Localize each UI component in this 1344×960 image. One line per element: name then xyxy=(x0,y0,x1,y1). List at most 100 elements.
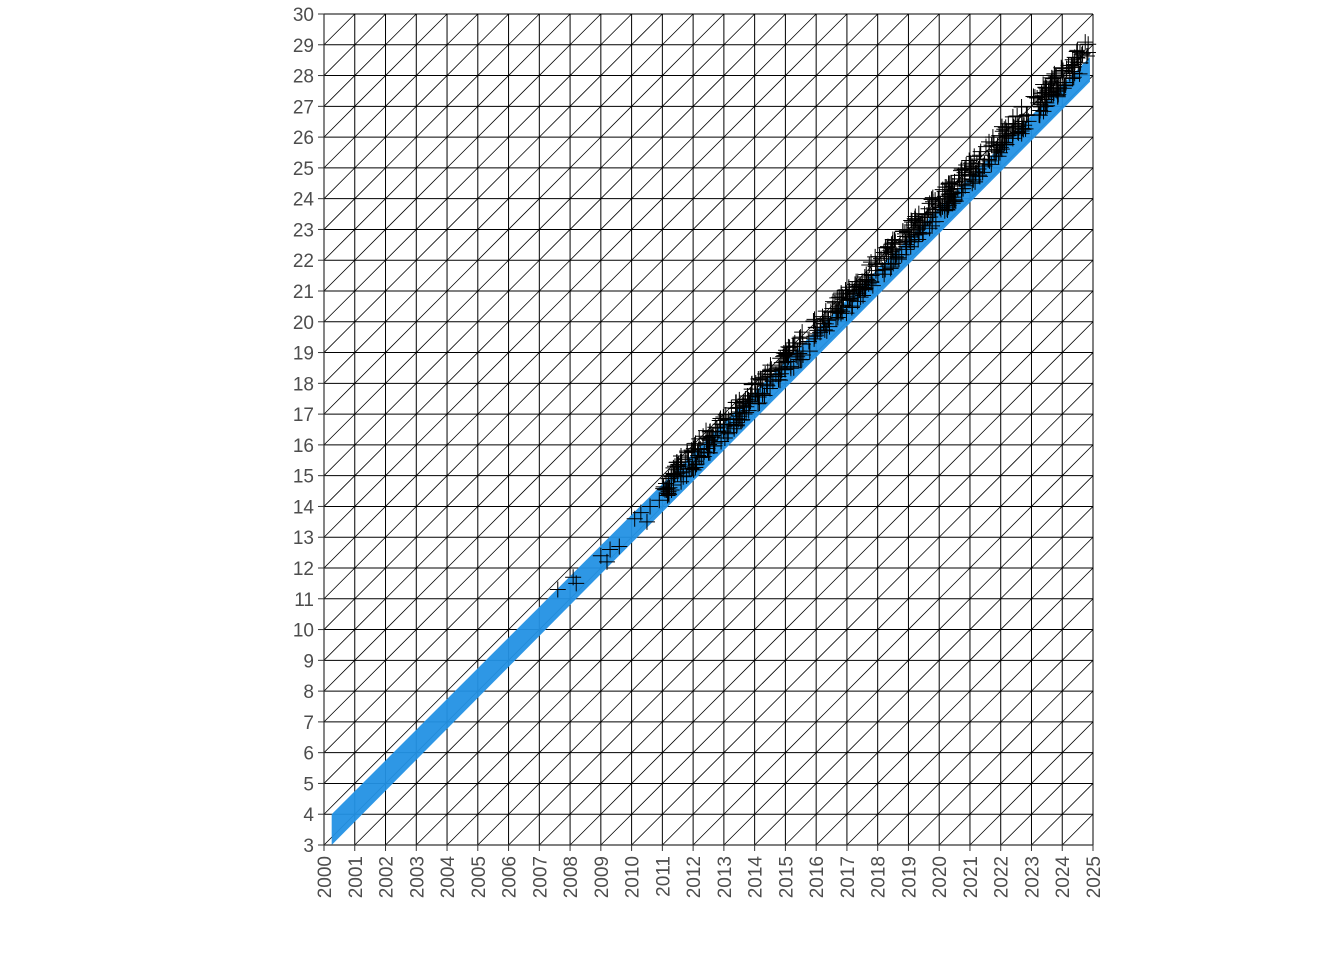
point-marker xyxy=(767,366,784,383)
y-tick-label: 29 xyxy=(293,36,314,57)
point-marker xyxy=(771,360,788,377)
point-marker xyxy=(1068,43,1085,60)
x-tick-label: 2014 xyxy=(746,856,767,899)
point-marker xyxy=(1049,81,1066,98)
y-tick-label: 10 xyxy=(293,621,314,642)
point-marker xyxy=(968,155,985,172)
point-marker xyxy=(939,201,956,218)
point-marker xyxy=(1009,124,1026,141)
y-tick-label: 21 xyxy=(293,282,314,303)
point-marker xyxy=(1056,74,1073,91)
x-tick-label: 2011 xyxy=(653,856,674,897)
point-marker xyxy=(565,569,582,586)
point-marker xyxy=(792,351,809,368)
point-marker xyxy=(1000,115,1017,132)
point-marker xyxy=(762,357,779,374)
point-marker xyxy=(953,161,970,178)
point-marker xyxy=(791,330,808,347)
point-marker xyxy=(1080,36,1097,53)
point-marker xyxy=(684,459,701,476)
point-marker xyxy=(830,301,847,318)
point-marker xyxy=(824,300,841,317)
point-marker xyxy=(988,141,1005,158)
point-marker xyxy=(924,213,941,230)
x-tick-label: 2001 xyxy=(346,856,367,898)
point-marker xyxy=(816,310,833,327)
y-tick-label: 28 xyxy=(293,67,314,88)
point-marker xyxy=(800,333,817,350)
y-tick-label: 16 xyxy=(293,436,314,457)
point-marker xyxy=(663,468,680,485)
point-marker xyxy=(691,430,708,447)
data-points xyxy=(549,34,1097,598)
point-marker xyxy=(975,157,992,174)
x-tick-label: 2007 xyxy=(530,856,551,898)
point-marker xyxy=(824,293,841,310)
point-marker xyxy=(736,406,753,423)
point-marker xyxy=(1010,116,1027,133)
point-marker xyxy=(651,492,668,509)
point-marker xyxy=(873,250,890,267)
point-marker xyxy=(867,262,884,279)
point-marker xyxy=(726,420,743,437)
y-tick-label: 4 xyxy=(303,805,314,826)
point-marker xyxy=(805,312,822,329)
point-marker xyxy=(780,348,797,365)
point-marker xyxy=(764,373,781,390)
point-marker xyxy=(626,510,643,527)
point-marker xyxy=(1030,94,1047,111)
x-tick-label: 2020 xyxy=(930,856,951,898)
point-marker xyxy=(782,358,799,375)
x-tick-label: 2002 xyxy=(377,856,398,898)
y-tick-label: 15 xyxy=(293,467,314,488)
y-tick-label: 24 xyxy=(293,190,315,211)
point-marker xyxy=(1018,107,1035,124)
point-marker xyxy=(549,581,566,598)
y-tick-label: 8 xyxy=(303,682,314,703)
point-marker xyxy=(930,190,947,207)
point-marker xyxy=(1042,75,1059,92)
point-marker xyxy=(898,238,915,255)
point-marker xyxy=(770,358,787,375)
point-marker xyxy=(706,435,723,452)
point-marker xyxy=(713,433,730,450)
y-tick-label: 22 xyxy=(293,251,314,272)
point-marker xyxy=(598,553,615,570)
point-marker xyxy=(632,504,649,521)
point-marker xyxy=(964,175,981,192)
x-tick-label: 2024 xyxy=(1053,856,1074,899)
y-tick-label: 14 xyxy=(293,497,315,518)
x-tick-label: 2017 xyxy=(838,856,859,898)
point-marker xyxy=(568,575,585,592)
point-marker xyxy=(673,473,690,490)
point-marker xyxy=(794,324,811,341)
point-marker xyxy=(1025,88,1042,105)
point-marker xyxy=(735,397,752,414)
y-tick-label: 6 xyxy=(303,744,314,765)
point-marker xyxy=(882,256,899,273)
point-marker xyxy=(903,228,920,245)
x-tick-label: 2000 xyxy=(315,856,336,898)
point-marker xyxy=(794,336,811,353)
point-marker xyxy=(1069,42,1086,59)
point-marker xyxy=(996,134,1013,151)
point-marker xyxy=(660,483,677,500)
point-marker xyxy=(611,538,628,555)
point-marker xyxy=(998,127,1015,144)
point-marker xyxy=(971,147,988,164)
point-marker xyxy=(841,282,858,299)
point-marker xyxy=(716,430,733,447)
point-marker xyxy=(958,157,975,174)
y-tick-label: 26 xyxy=(293,128,314,149)
point-marker xyxy=(690,447,707,464)
point-marker xyxy=(638,513,655,530)
point-marker xyxy=(828,304,845,321)
y-tick-label: 19 xyxy=(293,344,314,365)
point-marker xyxy=(1037,79,1054,96)
x-tick-label: 2022 xyxy=(992,856,1013,898)
y-tick-label: 18 xyxy=(293,374,314,395)
point-marker xyxy=(923,191,940,208)
point-marker xyxy=(964,158,981,175)
point-marker xyxy=(758,376,775,393)
point-marker xyxy=(920,200,937,217)
